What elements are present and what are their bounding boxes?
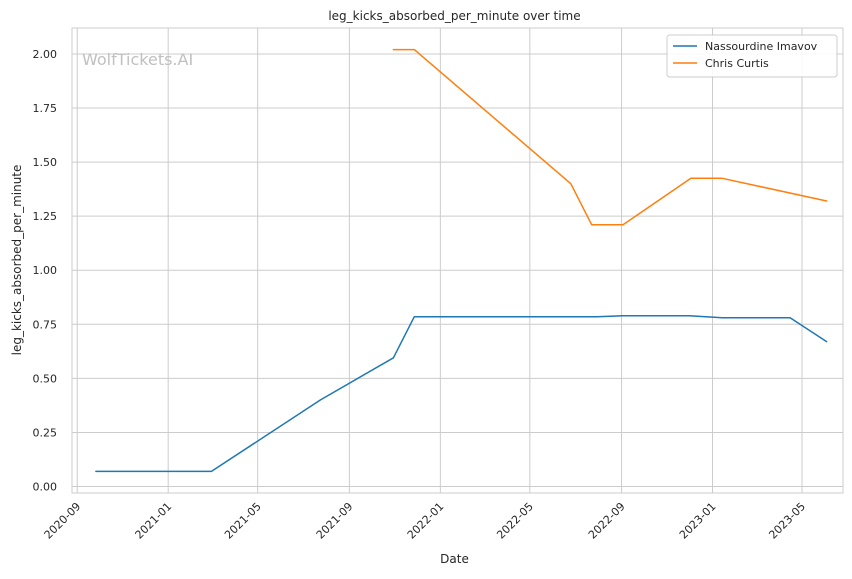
x-tick-label: 2023-05	[766, 500, 808, 542]
plot-border	[71, 27, 844, 494]
x-tick-label: 2022-01	[405, 500, 447, 542]
legend-label: Chris Curtis	[705, 57, 769, 70]
chart-title: leg_kicks_absorbed_per_minute over time	[328, 9, 580, 23]
plot-frame	[71, 27, 844, 494]
x-tick-label: 2023-01	[677, 500, 719, 542]
x-axis-title: Date	[440, 552, 469, 566]
y-tick-label: 0.00	[33, 481, 58, 494]
series-line-2	[392, 48, 828, 226]
plot-area	[72, 28, 843, 493]
x-tick-label: 2022-05	[494, 500, 536, 542]
x-tick-label: 2021-09	[314, 500, 356, 542]
y-tick-label: 2.00	[33, 48, 58, 61]
y-tick-label: 1.75	[33, 102, 58, 115]
watermark: WolfTickets.AI	[82, 50, 193, 69]
y-tick-label: 1.50	[33, 156, 58, 169]
x-tick-label: 2021-01	[133, 500, 175, 542]
y-tick-label: 0.25	[33, 426, 58, 439]
y-axis-title: leg_kicks_absorbed_per_minute	[10, 165, 24, 356]
y-tick-label: 0.75	[33, 318, 58, 331]
y-axis-ticks: 0.00 0.25 0.50 0.75 1.00 1.25 1.50 1.75 2.00	[33, 48, 58, 494]
y-tick-label: 0.50	[33, 372, 58, 385]
legend-label: Nassourdine Imavov	[705, 40, 818, 53]
x-tick-label: 2020-09	[42, 500, 84, 542]
grid	[72, 28, 843, 493]
series-line-1	[95, 314, 828, 473]
x-tick-label: 2022-09	[586, 500, 628, 542]
x-tick-label: 2021-05	[222, 500, 264, 542]
y-tick-label: 1.00	[33, 264, 58, 277]
series-layer	[95, 48, 828, 473]
legend: Nassourdine Imavov Chris Curtis	[666, 34, 838, 78]
legend-box	[666, 34, 838, 78]
x-axis-ticks: 2020-09 2021-01 2021-05 2021-09 2022-01 2022-…	[42, 500, 808, 542]
y-tick-label: 1.25	[33, 210, 58, 223]
